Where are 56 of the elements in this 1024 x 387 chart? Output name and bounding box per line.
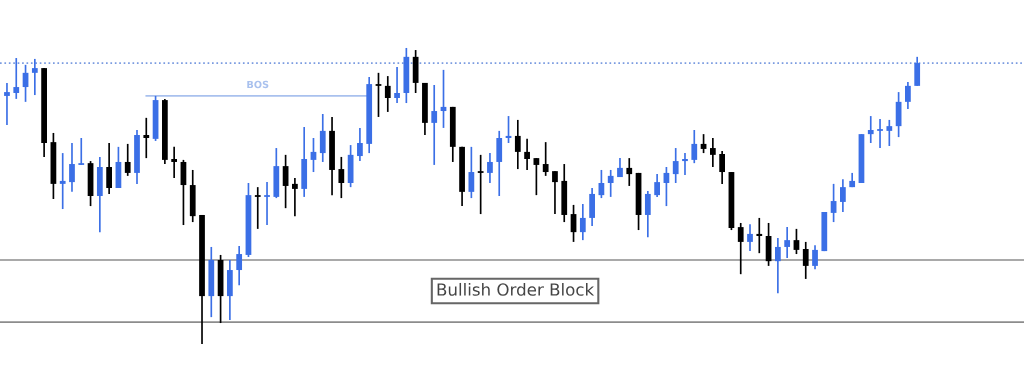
candlestick — [905, 81, 911, 110]
candlestick — [867, 115, 874, 144]
candlestick — [719, 150, 726, 185]
candlestick — [784, 226, 791, 259]
candlestick — [31, 58, 38, 96]
candlestick — [812, 244, 818, 270]
candlestick — [709, 137, 716, 168]
candlestick — [840, 178, 846, 213]
candlestick — [682, 152, 688, 176]
candlestick — [357, 127, 363, 162]
candlestick — [394, 66, 400, 104]
candlestick — [626, 157, 633, 187]
candlestick — [477, 154, 484, 215]
candlestick — [654, 173, 660, 198]
candlestick — [124, 143, 131, 177]
candlestick — [579, 203, 586, 241]
candlestick — [644, 190, 651, 239]
candlestick — [607, 169, 614, 198]
candlestick — [496, 130, 503, 197]
candlestick — [542, 141, 549, 177]
candlestick — [431, 84, 438, 166]
candlestick — [514, 119, 521, 170]
candlestick — [802, 241, 809, 280]
candlestick — [774, 237, 781, 294]
candlestick — [672, 147, 679, 184]
candlestick — [319, 113, 326, 163]
candlestick — [886, 119, 893, 147]
candlestick — [106, 142, 113, 195]
candlestick — [292, 177, 298, 217]
candlestick — [589, 187, 595, 227]
candlestick — [171, 146, 178, 179]
candlestick — [236, 245, 243, 286]
annotation: Bullish Order Block — [437, 282, 595, 296]
candlestick — [384, 75, 391, 113]
candlestick — [78, 137, 85, 166]
candlestick — [13, 57, 20, 100]
candlestick — [59, 152, 66, 210]
series-label: BOS — [247, 80, 269, 89]
candlestick — [338, 156, 345, 199]
candlestick — [914, 56, 921, 87]
candlestick — [533, 157, 540, 196]
candlestick — [524, 138, 530, 171]
candlestick — [468, 146, 475, 199]
candlestick — [4, 82, 10, 126]
candlestick — [254, 186, 261, 230]
candlestick — [552, 170, 558, 215]
candlestick — [264, 181, 270, 226]
candlestick — [691, 129, 698, 164]
candlestick — [69, 142, 75, 193]
candlestick — [375, 72, 382, 118]
candlestick — [747, 223, 753, 252]
candlestick — [756, 217, 763, 254]
candlestick — [877, 118, 883, 149]
candlestick — [737, 222, 744, 276]
candlestick — [487, 152, 493, 184]
candlestick — [143, 117, 150, 159]
